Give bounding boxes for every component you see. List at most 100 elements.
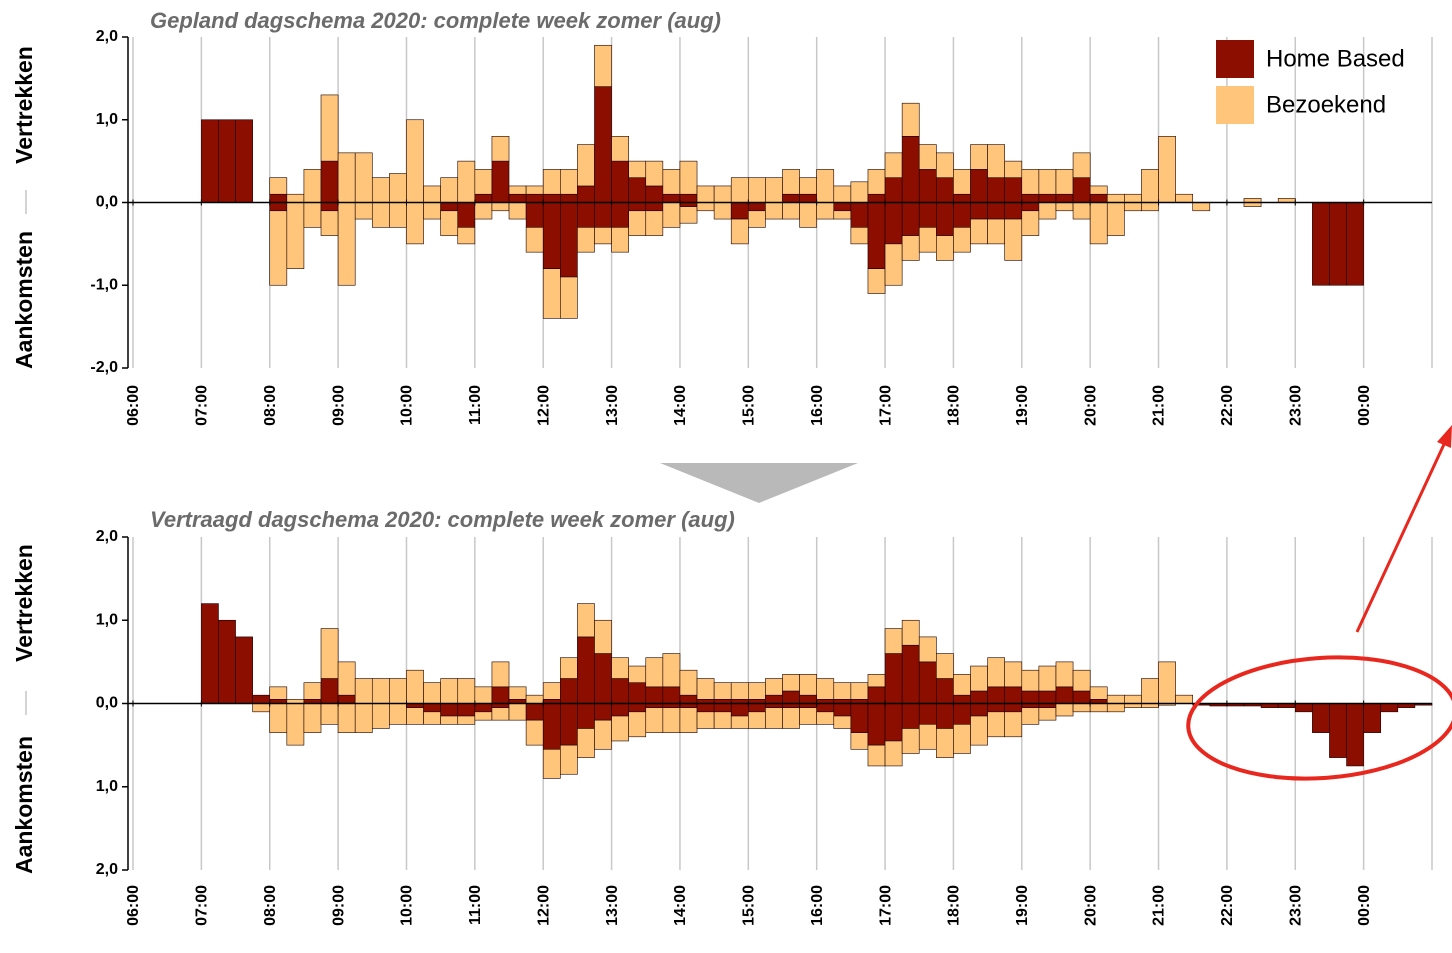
bar — [611, 160, 629, 203]
bar — [730, 202, 749, 220]
bar — [867, 744, 886, 767]
bar — [645, 185, 664, 203]
bar — [320, 703, 339, 725]
bar — [457, 202, 476, 228]
bar — [1380, 703, 1399, 713]
bar — [320, 202, 339, 212]
x-tick-label: 09:00 — [330, 385, 347, 426]
bar — [491, 160, 510, 203]
bar — [457, 703, 476, 717]
bar — [936, 177, 954, 203]
bar — [953, 674, 971, 696]
bar — [987, 657, 1005, 688]
bar — [1004, 661, 1023, 688]
x-tick-label: 17:00 — [877, 385, 894, 426]
bar — [611, 227, 629, 253]
bar — [252, 703, 271, 713]
bar — [269, 703, 288, 733]
bar — [269, 210, 288, 286]
bar — [1089, 185, 1108, 195]
bar — [440, 177, 459, 203]
bar — [269, 193, 288, 203]
bar — [936, 202, 954, 236]
bar — [320, 628, 339, 679]
bar — [1072, 202, 1091, 220]
bar — [1072, 703, 1091, 713]
bar — [901, 619, 920, 646]
bar — [371, 703, 390, 729]
bar — [782, 690, 800, 704]
bar — [867, 674, 886, 688]
bar — [1158, 136, 1176, 203]
bar — [1294, 703, 1313, 713]
bar — [696, 678, 715, 700]
bar — [918, 724, 937, 750]
bar — [542, 202, 561, 269]
x-tick-label: 06:00 — [125, 885, 142, 926]
bar — [1363, 703, 1382, 733]
x-tick-label: 10:00 — [399, 385, 416, 426]
bar — [662, 169, 681, 195]
bar — [525, 202, 544, 228]
bar — [525, 719, 544, 746]
bar — [867, 202, 886, 269]
bar — [611, 136, 629, 162]
bar — [1106, 202, 1125, 236]
bar — [269, 202, 288, 212]
x-tick-label: 00:00 — [1356, 385, 1373, 426]
bar — [423, 185, 441, 203]
bar — [1038, 169, 1057, 195]
bar — [833, 210, 852, 220]
bar — [1089, 703, 1108, 713]
x-tick-label: 11:00 — [467, 885, 484, 925]
chart-title: Gepland dagschema 2020: complete week zo… — [150, 8, 721, 33]
x-tick-label: 11:00 — [467, 385, 484, 425]
bar — [748, 682, 766, 700]
bar — [235, 119, 253, 203]
x-tick-label: 18:00 — [946, 885, 963, 926]
x-tick-label: 16:00 — [809, 885, 826, 926]
bar — [1175, 694, 1194, 704]
chart: 06:00 07:00 08:00 09:00 10:00 11:00 12:00 13:00… — [11, 507, 1433, 926]
bar — [201, 119, 219, 203]
bar — [782, 169, 800, 195]
bar — [833, 682, 852, 700]
bar — [406, 669, 424, 704]
bar — [354, 152, 373, 203]
bar — [1106, 193, 1125, 203]
bar — [594, 86, 612, 203]
x-tick-label: 08:00 — [262, 885, 279, 926]
bar — [816, 169, 835, 203]
bar — [901, 728, 920, 754]
bar — [594, 202, 612, 228]
bar — [970, 218, 988, 245]
bar — [252, 694, 271, 704]
bar — [508, 202, 527, 220]
bar — [987, 218, 1005, 245]
bar — [457, 715, 476, 725]
bar — [406, 707, 424, 725]
bar — [936, 728, 954, 758]
x-tick-label: 07:00 — [194, 385, 211, 426]
x-tick-label: 12:00 — [535, 385, 552, 426]
bar — [577, 703, 595, 729]
charts: 06:00 07:00 08:00 09:00 10:00 11:00 12:00 13:00… — [11, 8, 1433, 926]
bar — [867, 703, 886, 746]
bar — [645, 657, 664, 688]
bar — [884, 740, 903, 767]
bar — [1021, 707, 1040, 725]
bar — [303, 202, 322, 228]
bar — [953, 227, 971, 253]
bar — [491, 707, 510, 721]
bar — [560, 169, 578, 195]
bar — [525, 703, 544, 721]
bar — [1346, 202, 1364, 286]
bar — [440, 678, 459, 704]
x-tick-label: 13:00 — [604, 385, 621, 426]
bar — [713, 202, 732, 220]
bar — [1021, 210, 1040, 236]
bar — [1312, 202, 1330, 286]
bar — [1124, 193, 1142, 203]
bar — [1158, 661, 1176, 704]
y-label-up: Vertrekken — [11, 544, 37, 662]
